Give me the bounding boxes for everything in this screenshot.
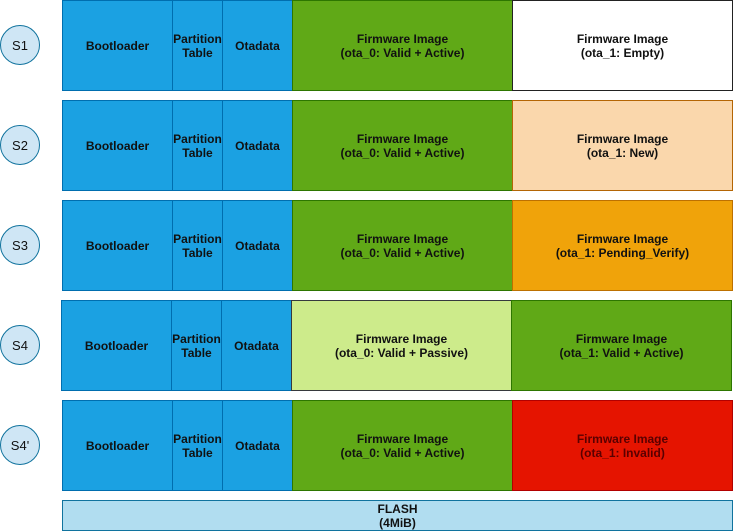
ota1-block: Firmware Image (ota_1: Invalid) [512,400,733,491]
bootloader-block: Bootloader [62,100,173,191]
bootloader-block: Bootloader [61,300,172,391]
state-circle: S3 [0,225,40,265]
ota0-block: Firmware Image (ota_0: Valid + Passive) [291,300,512,391]
ota0-block: Firmware Image (ota_0: Valid + Active) [292,400,513,491]
ota0-block: Firmware Image (ota_0: Valid + Active) [292,200,513,291]
partition-table-block: Partition Table [172,400,223,491]
state-circle: S1 [0,25,40,65]
ota0-block: Firmware Image (ota_0: Valid + Active) [292,100,513,191]
partition-table-block: Partition Table [172,0,223,91]
bootloader-block: Bootloader [62,400,173,491]
ota1-block: Firmware Image (ota_1: Empty) [512,0,733,91]
otadata-block: Otadata [222,100,293,191]
ota0-block: Firmware Image (ota_0: Valid + Active) [292,0,513,91]
state-circle: S2 [0,125,40,165]
otadata-block: Otadata [221,300,292,391]
otadata-block: Otadata [222,200,293,291]
ota1-block: Firmware Image (ota_1: New) [512,100,733,191]
ota1-block: Firmware Image (ota_1: Pending_Verify) [512,200,733,291]
state-circle: S4' [0,425,40,465]
partition-table-block: Partition Table [171,300,222,391]
flash-bar: FLASH (4MiB) [62,500,733,531]
bootloader-block: Bootloader [62,0,173,91]
state-circle: S4 [0,325,40,365]
ota1-block: Firmware Image (ota_1: Valid + Active) [511,300,732,391]
partition-table-block: Partition Table [172,100,223,191]
otadata-block: Otadata [222,400,293,491]
otadata-block: Otadata [222,0,293,91]
partition-table-block: Partition Table [172,200,223,291]
bootloader-block: Bootloader [62,200,173,291]
